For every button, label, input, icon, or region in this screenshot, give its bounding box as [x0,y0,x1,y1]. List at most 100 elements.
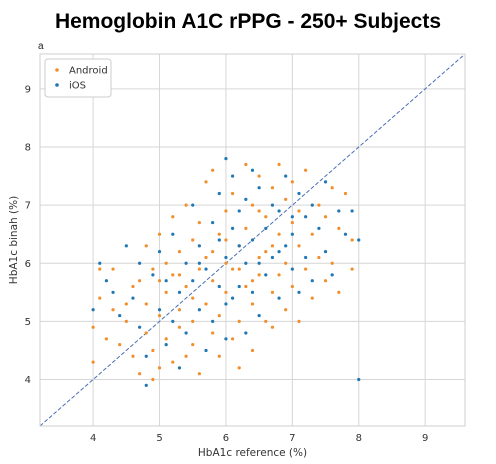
android-point [191,343,195,347]
android-point [164,290,168,294]
ios-point [217,284,221,289]
android-point [171,215,175,219]
android-point [151,348,155,353]
y-ticks: 4 5 6 7 8 9 [25,84,31,386]
android-point [131,284,135,289]
ios-point [124,244,128,248]
ios-point [257,313,261,318]
android-point [237,319,241,323]
ios-point [91,308,95,312]
ios-point [217,191,221,196]
ios-point [118,313,122,318]
ios-point [277,209,281,213]
ios-point [323,180,328,184]
android-point [224,261,228,265]
legend-box [44,58,112,98]
y-tick-label: 8 [25,143,31,154]
android-point [277,273,281,277]
android-point [237,366,241,370]
series-ios [91,157,361,387]
ios-point [297,191,301,196]
android-point [224,238,228,242]
ios-point [197,261,201,265]
plot-frame [39,53,466,427]
android-point [277,162,281,167]
ios-point [357,377,361,382]
android-point [124,319,128,323]
android-point [91,325,95,329]
ios-point [284,174,288,178]
android-point [144,331,148,335]
android-point [211,331,215,335]
series-android [91,162,354,382]
android-point [177,250,182,254]
android-point [264,319,268,323]
ios-point [343,232,348,236]
ios-point [297,290,301,294]
ios-point [230,296,235,300]
ios-point [211,220,215,225]
android-point [118,343,122,347]
android-point [184,203,188,207]
android-point [151,377,155,382]
android-point [171,360,175,364]
android-point [104,337,109,341]
ios-point [244,197,248,201]
android-point [290,284,294,289]
android-point [317,203,321,207]
android-point [323,279,328,283]
legend-android-marker [55,68,59,72]
android-point [177,325,182,329]
ios-point [204,267,208,271]
ios-point [317,226,321,230]
ios-point [204,348,208,353]
android-point [297,319,301,323]
android-point [164,337,168,341]
ios-point [250,238,255,242]
android-point [98,267,102,271]
ios-point [197,244,201,248]
ios-point [237,244,241,248]
ios-point [171,319,175,323]
ios-point [277,296,281,300]
ios-point [250,168,255,172]
android-point [217,354,221,358]
android-point [177,308,182,312]
android-point [337,290,341,294]
android-point [98,296,102,300]
ios-point [197,308,201,312]
ios-point [151,273,155,277]
ios-point [304,255,308,260]
ios-point [230,174,235,178]
x-tick-label: 6 [223,433,229,444]
android-point [323,215,328,219]
android-point [297,244,301,248]
ios-point [257,261,261,265]
ios-point [244,261,248,265]
ios-point [224,302,228,306]
android-point [257,209,261,213]
ios-point [270,255,275,260]
ios-point [177,290,182,294]
x-tick-label: 4 [90,433,96,444]
android-point [204,180,208,184]
legend: Android iOS [44,58,112,98]
android-point [197,267,201,271]
android-point [204,302,208,306]
android-point [230,267,235,271]
android-point [284,308,288,312]
ios-point [290,267,294,271]
android-point [217,313,221,318]
ios-point [310,203,314,207]
android-point [217,232,221,236]
android-point [157,366,162,370]
android-point [250,203,255,207]
android-point [197,372,201,376]
android-point [151,267,155,271]
android-point [211,168,215,172]
ios-point [237,209,241,213]
legend-ios-marker [55,83,59,87]
y-axis-label: HbA1c binah (%) [8,196,20,284]
ios-point [270,203,275,207]
android-point [310,296,314,300]
